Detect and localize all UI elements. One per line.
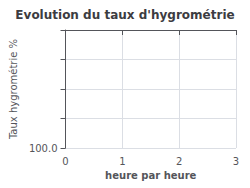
svg-text:1: 1 <box>119 156 125 167</box>
svg-text:100.0: 100.0 <box>29 143 58 154</box>
svg-text:Taux hygrométrie %: Taux hygrométrie % <box>8 39 19 140</box>
svg-text:heure par heure: heure par heure <box>105 170 196 181</box>
svg-text:3: 3 <box>233 156 239 167</box>
svg-text:Evolution du taux d'hygrométri: Evolution du taux d'hygrométrie <box>15 8 234 22</box>
svg-text:0: 0 <box>62 156 68 167</box>
svg-text:2: 2 <box>176 156 182 167</box>
